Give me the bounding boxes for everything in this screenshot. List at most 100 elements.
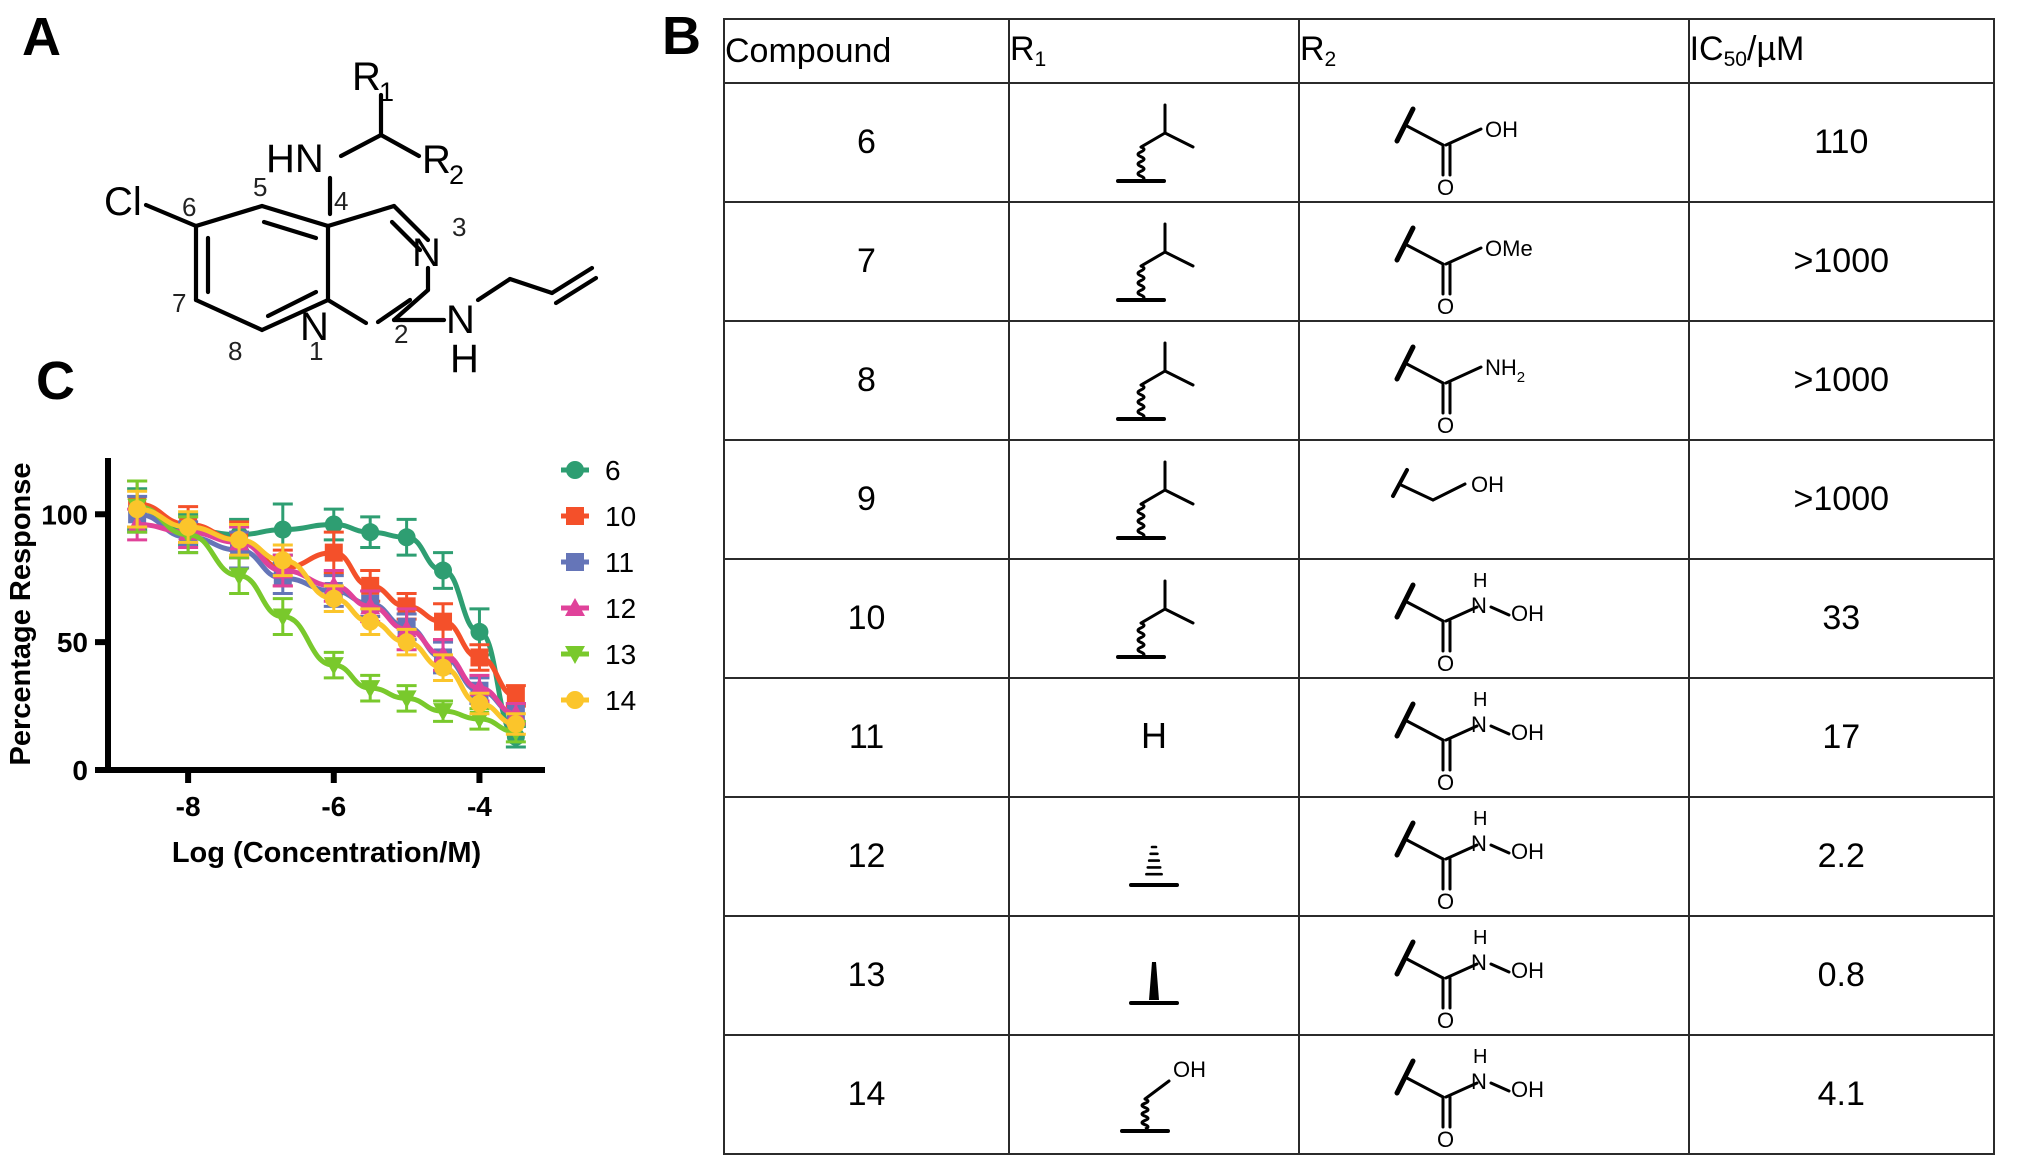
data-point (360, 680, 381, 699)
header-ic50-suffix: /µM (1747, 30, 1805, 69)
label-r2: R (422, 138, 451, 182)
data-point (470, 622, 489, 641)
header-r2-sub: 2 (1324, 47, 1337, 71)
cell-r2: OH (1297, 439, 1690, 560)
data-point (506, 714, 525, 733)
label-r1: R (352, 55, 381, 99)
r1-wrap (1010, 798, 1298, 915)
data-point (434, 658, 453, 677)
cell-r1 (1007, 320, 1300, 441)
legend-item-14[interactable]: 14 (561, 685, 636, 716)
legend-item-10[interactable]: 10 (561, 501, 636, 532)
label-nh-h: H (450, 337, 479, 381)
data-point (361, 523, 380, 542)
cell-r1 (1007, 201, 1300, 322)
data-point (566, 691, 584, 709)
cell-ic50: >1000 (1687, 201, 1996, 322)
svg-text:O: O (1437, 1127, 1454, 1151)
r2-structure-hydroxamic-acid: O NH OH (1394, 1046, 1544, 1151)
svg-text:H: H (1141, 715, 1167, 756)
header-r2-text: R (1299, 30, 1325, 69)
cell-r1 (1007, 82, 1300, 203)
r2-structure-hydroxamic-acid: O NH OH (1394, 570, 1544, 675)
label-n3: N (412, 231, 441, 275)
cell-compound: 13 (723, 915, 1010, 1036)
data-point (324, 515, 343, 534)
data-point (272, 608, 293, 627)
data-point (469, 710, 490, 729)
ring-pos-3: 3 (452, 212, 466, 242)
svg-text:OH: OH (1471, 472, 1504, 497)
r2-wrap: O N H OH (1300, 798, 1688, 915)
data-point (324, 589, 343, 608)
r2-structure-methyl-ester: O OMe (1394, 225, 1533, 318)
data-point (179, 518, 198, 537)
legend-label: 12 (605, 593, 636, 624)
cell-ic50: 110 (1687, 82, 1996, 203)
label-r2-sub: 2 (449, 160, 464, 190)
legend-label: 13 (605, 639, 636, 670)
panel-a-label: A (22, 7, 61, 67)
r2-structure-hydroxamic-acid: O NH OH (1394, 927, 1544, 1032)
r2-wrap: O OMe (1300, 203, 1688, 320)
data-point (273, 551, 292, 570)
data-point (397, 528, 416, 547)
data-point (470, 648, 489, 667)
r1-structure-isobutyl-wavy (1115, 579, 1195, 659)
x-tick-label: -4 (467, 791, 492, 822)
table-row: 8 O NH2 >1000 (723, 320, 1996, 441)
data-point (506, 686, 525, 705)
cell-ic50: >1000 (1687, 439, 1996, 560)
header-r2: R2 (1297, 18, 1690, 84)
svg-text:O: O (1437, 413, 1454, 437)
header-r1-sub: 1 (1034, 47, 1047, 71)
svg-text:OH: OH (1511, 1077, 1544, 1102)
svg-text:N: N (1471, 1069, 1487, 1094)
ring-pos-6: 6 (182, 192, 196, 222)
legend-item-6[interactable]: 6 (561, 455, 621, 486)
x-tick-label: -6 (321, 791, 346, 822)
table-row: 13 O N H OH 0.8 (723, 915, 1996, 1036)
table-header-row: Compound R1 R2 IC50/µM (723, 18, 1996, 84)
ring-pos-5: 5 (253, 172, 267, 202)
data-point (324, 543, 343, 562)
y-tick-label: 0 (72, 755, 88, 786)
r1-structure-methyl-wedge (1128, 961, 1179, 1005)
svg-text:OH: OH (1511, 958, 1544, 983)
y-tick-label: 100 (41, 499, 88, 530)
data-point (566, 553, 584, 571)
svg-text:N: N (1471, 593, 1487, 618)
header-r1-text: R (1009, 30, 1035, 69)
legend-item-13[interactable]: 13 (561, 639, 636, 670)
cell-r2: O N H OH (1297, 915, 1690, 1036)
legend-item-12[interactable]: 12 (561, 593, 636, 624)
cell-r1 (1007, 439, 1300, 560)
svg-text:OMe: OMe (1485, 236, 1533, 261)
r2-wrap: O OH (1300, 84, 1688, 201)
label-hn: HN (266, 137, 324, 181)
svg-text:O: O (1437, 175, 1454, 199)
data-point (323, 657, 344, 676)
panel-a-structure: A (0, 0, 660, 470)
r2-structure-primary-amide: O NH2 (1394, 344, 1525, 437)
x-axis-label: Log (Concentration/M) (172, 837, 481, 869)
r1-structure-methyl-hashed (1128, 845, 1179, 887)
cell-r2: O N H OH (1297, 677, 1690, 798)
cell-r1: H (1007, 677, 1300, 798)
svg-text:N: N (1471, 712, 1487, 737)
r2-wrap: O N H OH (1300, 1036, 1688, 1153)
r1-structure-hydrogen: H (1141, 715, 1167, 756)
data-point (396, 690, 417, 709)
ring-pos-8: 8 (228, 336, 242, 366)
cell-ic50: 17 (1687, 677, 1996, 798)
panel-b-label: B (662, 6, 701, 66)
table-row: 12 O N H OH 2.2 (723, 796, 1996, 917)
cell-compound: 11 (723, 677, 1010, 798)
svg-text:H: H (1473, 927, 1487, 949)
cell-ic50: 33 (1687, 558, 1996, 679)
r1-wrap (1010, 441, 1298, 558)
series-line (134, 506, 519, 727)
r2-structure-hydroxamic-acid: O NH OH (1394, 808, 1544, 913)
legend-item-11[interactable]: 11 (561, 547, 634, 578)
header-ic50-sub: 50 (1723, 47, 1748, 71)
